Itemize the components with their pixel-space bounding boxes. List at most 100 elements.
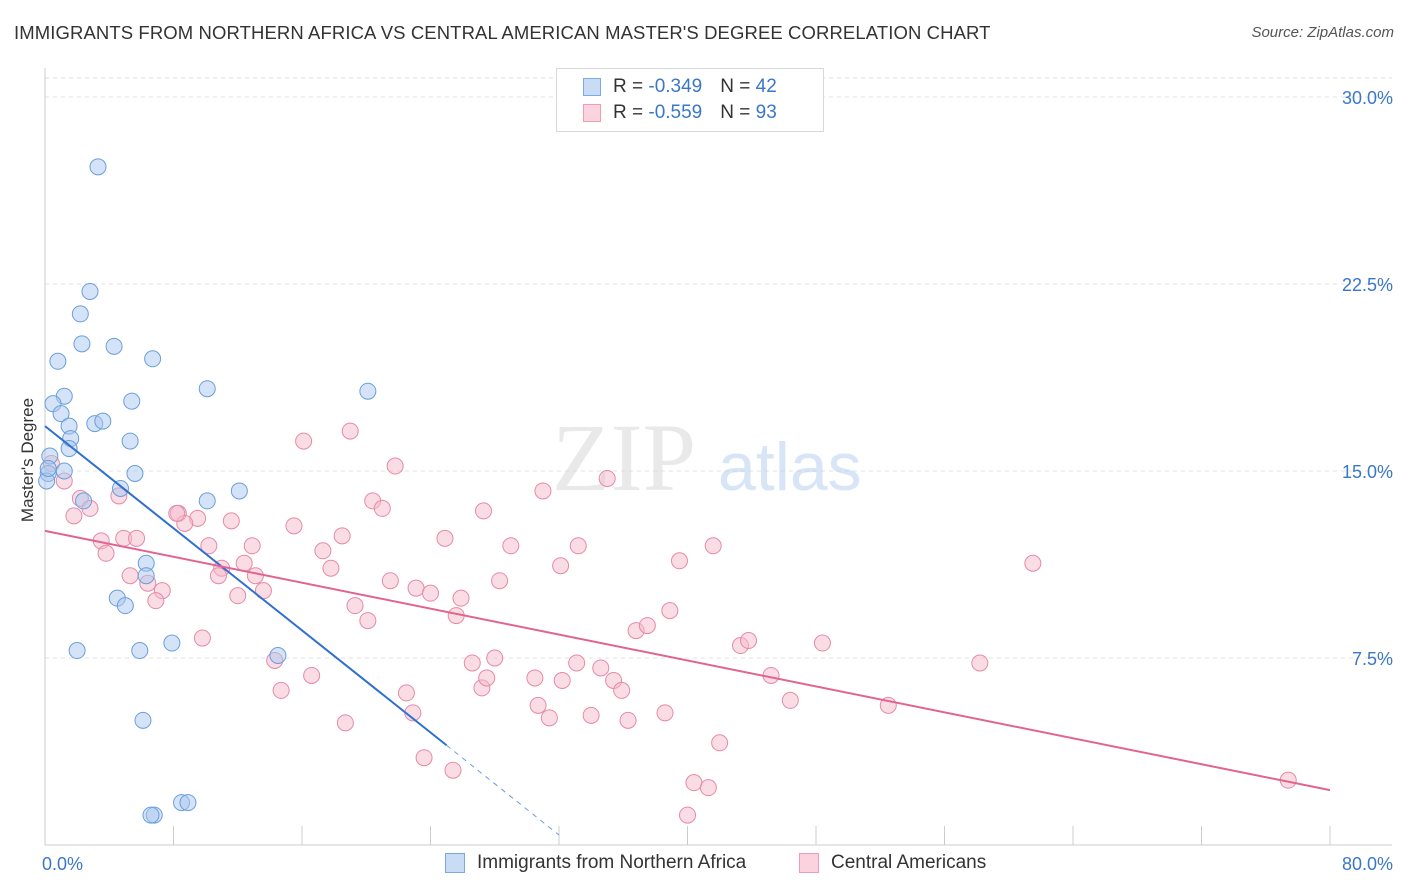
data-point	[105, 337, 123, 355]
data-point	[386, 457, 404, 475]
y-tick-label: 7.5%	[1352, 649, 1393, 669]
data-point	[168, 504, 186, 522]
data-point	[534, 482, 552, 500]
data-point	[246, 567, 264, 585]
data-point	[163, 634, 181, 652]
data-point	[134, 711, 152, 729]
data-point	[137, 567, 155, 585]
data-point	[97, 544, 115, 562]
data-point	[781, 691, 799, 709]
data-point	[422, 584, 439, 602]
legend-n-label: N =	[720, 76, 756, 97]
data-point	[592, 659, 610, 677]
data-point	[569, 537, 587, 555]
legend-label-central-americans: Central Americans	[831, 852, 987, 873]
data-point	[126, 464, 144, 482]
data-point	[269, 647, 287, 665]
data-point	[407, 579, 425, 597]
y-tick-label: 15.0%	[1342, 462, 1393, 482]
data-point	[198, 380, 216, 398]
tick-labels: 7.5% 15.0% 22.5% 30.0% 0.0% 80.0%	[42, 88, 1393, 874]
data-point	[55, 462, 73, 480]
data-point	[121, 567, 139, 585]
data-point	[452, 589, 470, 607]
data-point	[285, 517, 303, 535]
trend-line-extension	[446, 744, 560, 836]
data-point	[243, 537, 261, 555]
data-point	[444, 761, 462, 779]
data-point	[373, 499, 391, 517]
legend-swatch-northern-africa	[583, 78, 601, 96]
data-point	[73, 335, 91, 353]
data-point	[209, 567, 227, 585]
trend-line	[44, 425, 448, 747]
chart-title: IMMIGRANTS FROM NORTHERN AFRICA VS CENTR…	[14, 22, 991, 43]
y-axis-label: Master's Degree	[18, 397, 37, 523]
data-point	[502, 537, 520, 555]
data-point	[295, 432, 313, 450]
data-point	[699, 779, 717, 797]
data-point	[685, 774, 703, 792]
data-point	[1024, 554, 1042, 572]
data-point	[230, 482, 248, 500]
legend-label-northern-africa: Immigrants from Northern Africa	[477, 852, 747, 873]
legend-swatch-central-americans	[583, 104, 601, 122]
y-tick-label: 22.5%	[1342, 275, 1393, 295]
data-point	[322, 559, 340, 577]
data-point	[540, 709, 558, 727]
data-point	[147, 592, 165, 610]
data-point	[123, 392, 141, 410]
data-point	[397, 684, 415, 702]
data-point	[486, 649, 504, 667]
y-tick-label: 30.0%	[1342, 88, 1393, 108]
data-point	[222, 512, 240, 530]
data-point	[314, 542, 332, 560]
data-point	[198, 492, 216, 510]
legend-r-value: -0.349	[648, 76, 703, 97]
data-point	[60, 440, 78, 458]
trend-line	[44, 529, 1331, 792]
legend-r-value: -0.559	[648, 102, 703, 123]
data-point	[336, 714, 354, 732]
data-point	[94, 412, 112, 430]
data-point	[128, 529, 146, 547]
chart-source: Source: ZipAtlas.com	[1251, 24, 1394, 41]
legend-n-value: 42	[755, 76, 777, 97]
x-tick-label: 80.0%	[1342, 854, 1393, 874]
legend-n-label: N =	[720, 102, 756, 123]
data-point	[704, 537, 722, 555]
data-point	[740, 632, 758, 650]
legend-r-label: R =	[613, 76, 649, 97]
watermark-atlas: atlas	[718, 429, 862, 505]
data-point	[272, 681, 290, 699]
data-point	[71, 305, 89, 323]
legend-r-label: R =	[613, 102, 649, 123]
data-point	[381, 572, 399, 590]
data-point	[111, 479, 129, 497]
data-point	[661, 602, 679, 620]
data-point	[813, 634, 831, 652]
data-point	[415, 749, 433, 767]
data-point	[568, 654, 586, 672]
data-point	[679, 806, 696, 824]
data-point	[49, 352, 67, 370]
watermark-zip: ZIP	[552, 404, 696, 511]
data-point	[121, 432, 139, 450]
data-point	[638, 617, 656, 635]
data-point	[463, 654, 481, 672]
stats-legend: R = -0.349 N = 42 R = -0.559 N = 93	[556, 68, 824, 132]
data-point	[346, 597, 364, 615]
data-point	[475, 502, 493, 520]
data-point	[303, 666, 321, 684]
data-point	[142, 806, 160, 824]
data-point	[526, 669, 544, 687]
data-point	[65, 507, 83, 525]
data-point	[971, 654, 989, 672]
data-point	[89, 158, 107, 176]
data-point	[193, 629, 211, 647]
legend-swatch-northern-africa	[445, 853, 465, 873]
data-point	[144, 350, 162, 368]
data-point	[333, 527, 351, 545]
data-point	[359, 612, 377, 630]
